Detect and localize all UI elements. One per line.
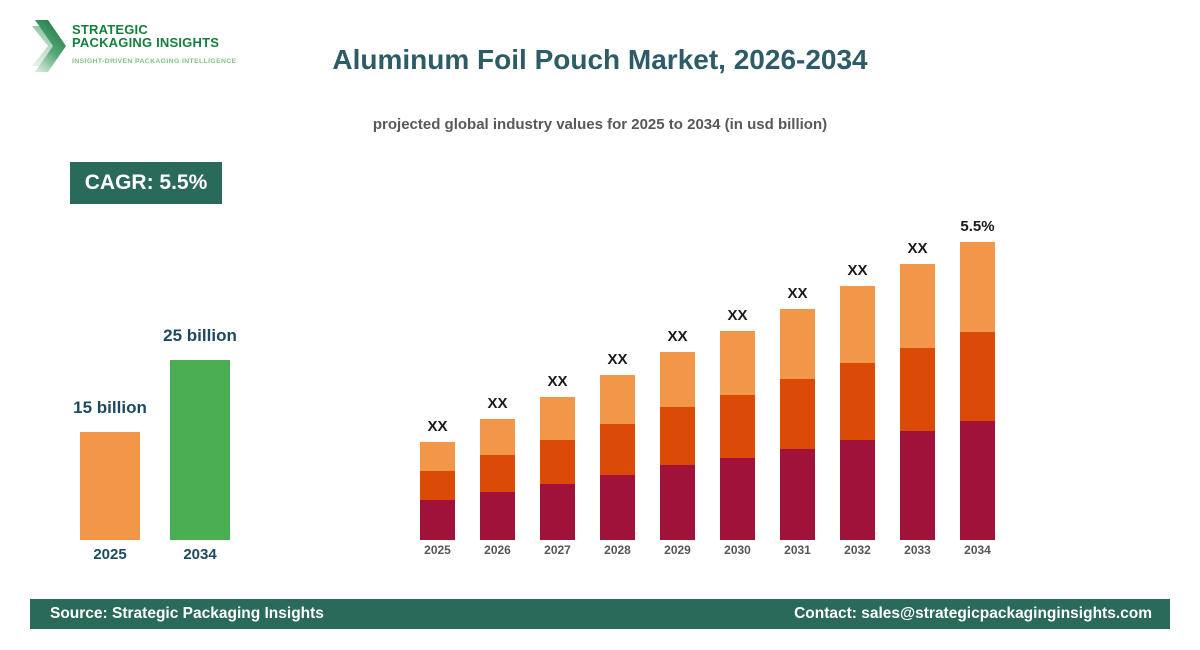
- bar-segment-bottom-2028: [600, 475, 635, 540]
- bar-segment-bottom-2027: [540, 484, 575, 540]
- bar-top-label-2026: XX: [487, 395, 508, 412]
- source-text: Source: Strategic Packaging Insights: [50, 605, 324, 622]
- chevron-logo-icon: [32, 20, 66, 72]
- mini-year-label-2034: 2034: [183, 546, 217, 563]
- bar-segment-middle-2032: [840, 363, 875, 440]
- mini-comparison-chart: 15 billion 25 billion 2025 2034: [73, 300, 237, 563]
- bar-segment-middle-2028: [600, 424, 635, 475]
- bar-segment-middle-2027: [540, 440, 575, 484]
- bar-segment-top-2033: [900, 264, 935, 348]
- footer-bar: Source: Strategic Packaging Insights Con…: [30, 599, 1170, 629]
- bar-top-label-2033: XX: [907, 240, 928, 257]
- bar-segment-top-2031: [780, 309, 815, 379]
- bar-segment-top-2032: [840, 286, 875, 363]
- logo-name-line2: PACKAGING INSIGHTS: [72, 34, 220, 50]
- bar-year-label-2028: 2028: [604, 543, 631, 557]
- bar-segment-top-2026: [480, 419, 515, 455]
- logo-name-line1: STRATEGIC: [72, 22, 148, 37]
- contact-text: Contact: sales@strategicpackaginginsight…: [794, 605, 1152, 622]
- bar-year-label-2031: 2031: [784, 543, 811, 557]
- bar-segment-bottom-2034: [960, 421, 995, 540]
- mini-bar-2034: [170, 360, 230, 540]
- bar-segment-middle-2031: [780, 379, 815, 449]
- bar-segment-bottom-2025: [420, 500, 455, 540]
- bar-year-label-2030: 2030: [724, 543, 751, 557]
- bar-top-label-2025: XX: [427, 418, 448, 435]
- logo-text: STRATEGIC PACKAGING INSIGHTS INSIGHT-DRI…: [72, 14, 237, 65]
- bar-segment-top-2028: [600, 375, 635, 424]
- bar-segment-top-2025: [420, 442, 455, 471]
- bar-segment-bottom-2033: [900, 431, 935, 540]
- bar-segment-top-2030: [720, 331, 755, 395]
- logo: STRATEGIC PACKAGING INSIGHTS INSIGHT-DRI…: [32, 14, 237, 72]
- mini-bar-2025: [80, 432, 140, 540]
- bar-top-label-2029: XX: [667, 328, 688, 345]
- bar-segment-bottom-2031: [780, 449, 815, 540]
- bar-top-label-2027: XX: [547, 373, 568, 390]
- bar-year-label-2032: 2032: [844, 543, 871, 557]
- bar-year-label-2026: 2026: [484, 543, 511, 557]
- bar-segment-bottom-2026: [480, 492, 515, 540]
- mini-bar-value-label-2025: 15 billion: [73, 398, 147, 417]
- bar-segment-middle-2026: [480, 455, 515, 492]
- mini-year-label-2025: 2025: [93, 546, 127, 563]
- bar-top-label-2031: XX: [787, 285, 808, 302]
- bar-segment-middle-2025: [420, 471, 455, 500]
- bar-year-label-2034: 2034: [964, 543, 991, 557]
- bar-year-label-2029: 2029: [664, 543, 691, 557]
- bar-segment-top-2029: [660, 352, 695, 407]
- bar-segment-bottom-2030: [720, 458, 755, 540]
- page-title: Aluminum Foil Pouch Market, 2026-2034: [332, 44, 868, 75]
- bar-segment-middle-2029: [660, 407, 695, 465]
- bar-segment-bottom-2032: [840, 440, 875, 540]
- page-subtitle: projected global industry values for 202…: [372, 116, 828, 133]
- logo-tagline: INSIGHT-DRIVEN PACKAGING INTELLIGENCE: [72, 58, 237, 65]
- bar-segment-middle-2030: [720, 395, 755, 458]
- bar-top-label-2032: XX: [847, 262, 868, 279]
- bar-top-label-2028: XX: [607, 351, 628, 368]
- mini-bar-value-label-2034: 25 billion: [163, 326, 237, 345]
- bar-segment-bottom-2029: [660, 465, 695, 540]
- bar-year-label-2025: 2025: [424, 543, 451, 557]
- cagr-badge: CAGR: 5.5%: [70, 162, 222, 204]
- bar-segment-top-2027: [540, 397, 575, 440]
- bar-segment-middle-2034: [960, 332, 995, 421]
- bar-year-label-2033: 2033: [904, 543, 931, 557]
- bar-top-label-2034: 5.5%: [960, 218, 995, 235]
- bar-segment-middle-2033: [900, 348, 935, 431]
- bar-segment-top-2034: [960, 242, 995, 332]
- bar-top-label-2030: XX: [727, 307, 748, 324]
- bar-year-label-2027: 2027: [544, 543, 571, 557]
